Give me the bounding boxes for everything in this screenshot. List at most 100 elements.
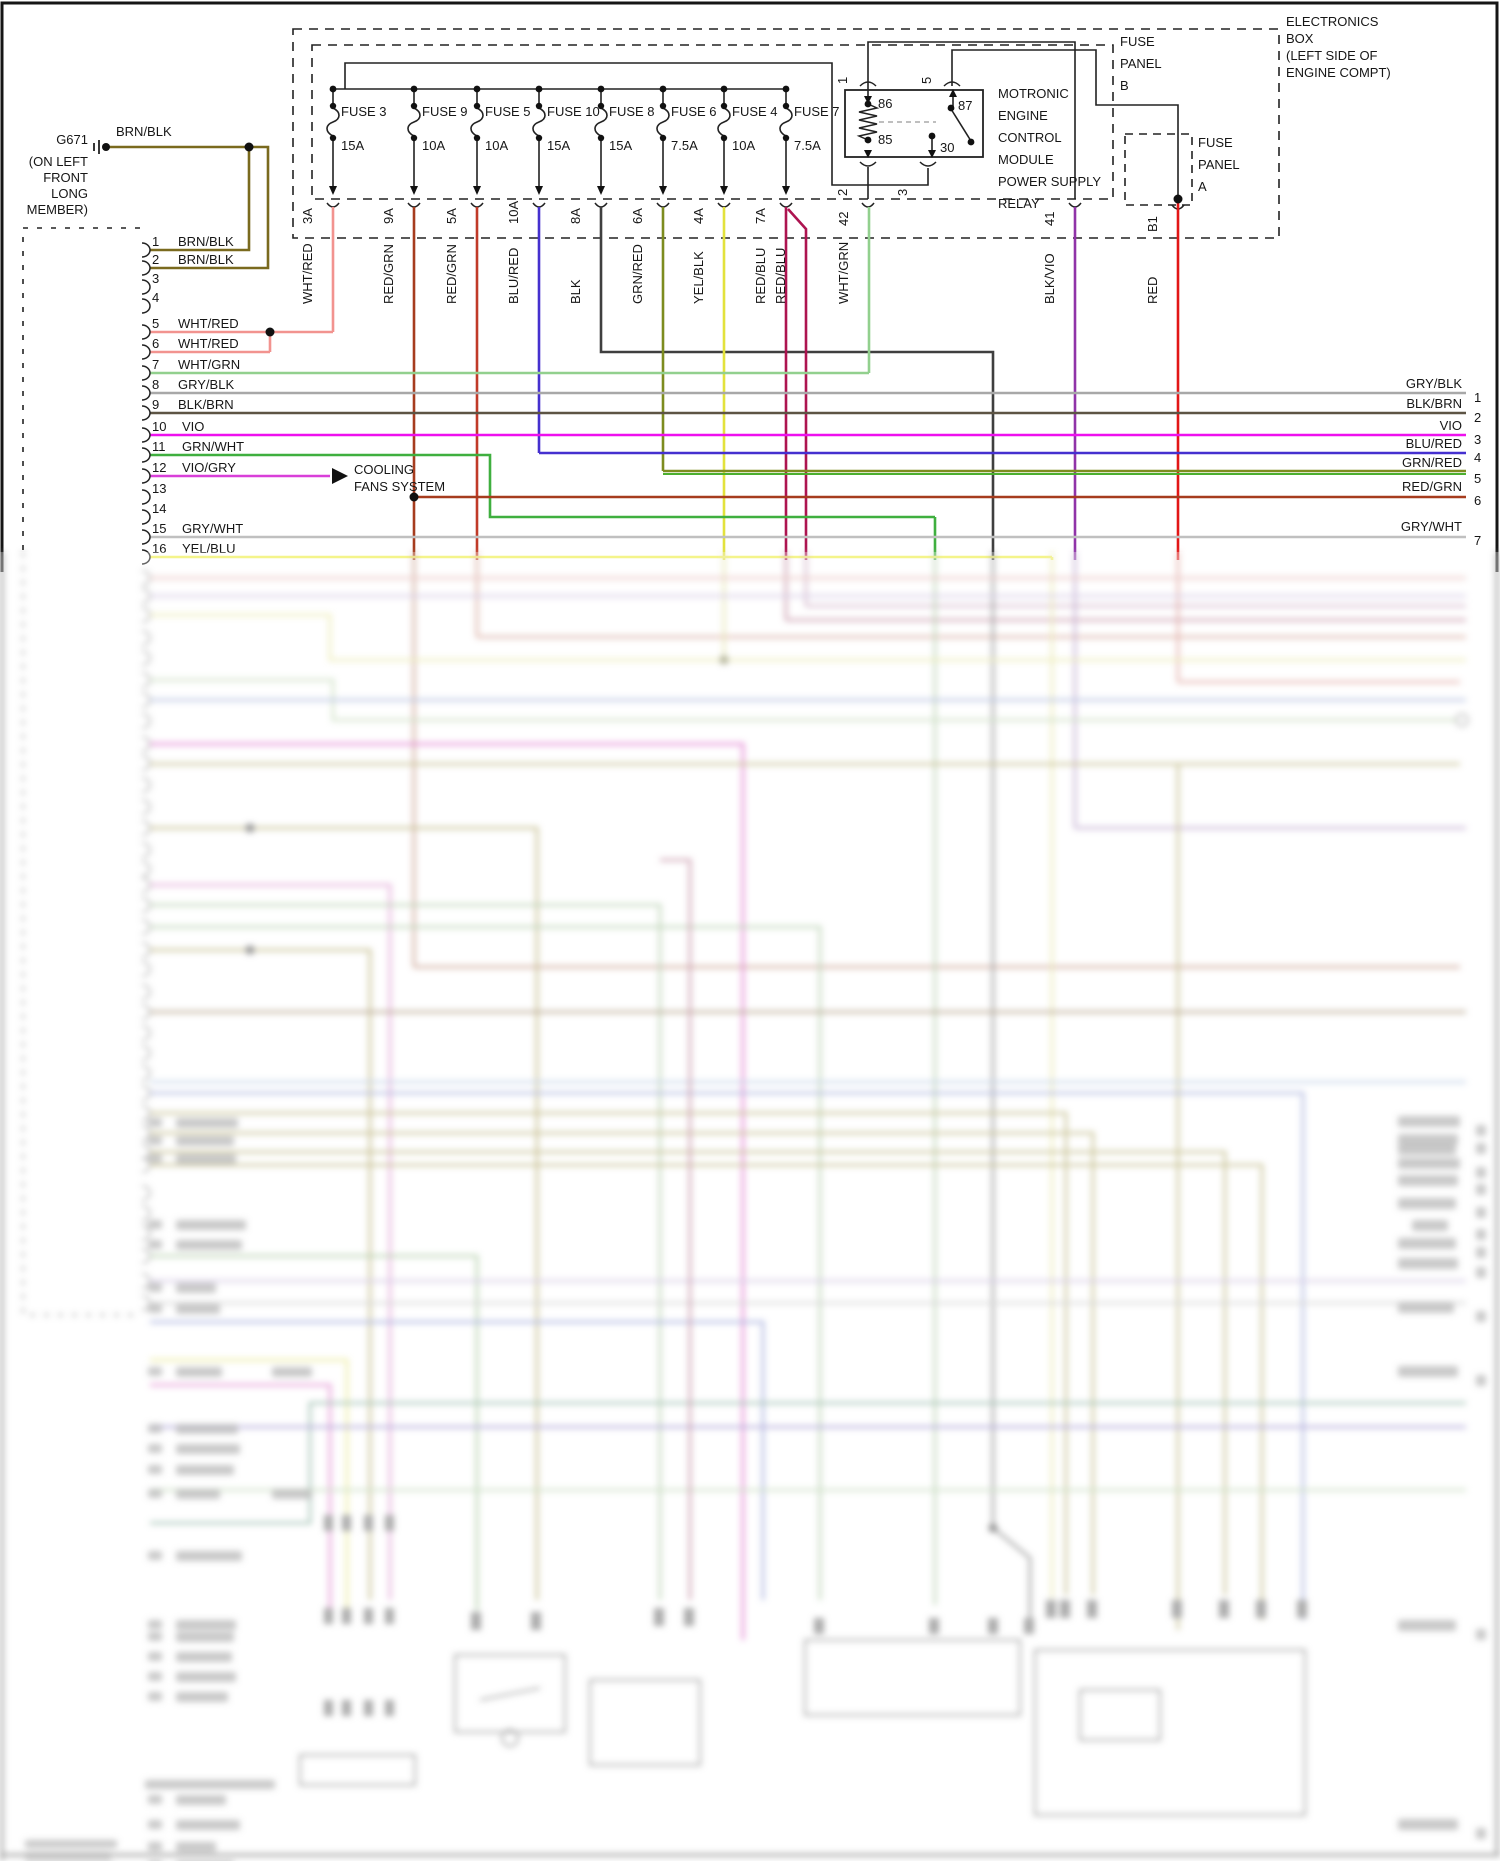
junction-dots [102, 85, 1183, 502]
fuse9-name: FUSE 9 [422, 104, 468, 119]
fuse-panel-b-label-1: FUSE [1120, 34, 1155, 49]
out-5a: 5A [444, 208, 459, 224]
ground-wire-label: BRN/BLK [116, 124, 172, 139]
black-routing [333, 41, 1179, 199]
pin-14-num: 14 [152, 501, 167, 516]
fuse8-amps: 15A [609, 138, 633, 153]
out-10a: 10A [506, 200, 521, 224]
pin-12-num: 12 [152, 460, 167, 475]
relay-term-3: 3 [895, 188, 910, 196]
electronics-box-label-2: BOX [1286, 31, 1314, 46]
row-5-num: 5 [1474, 471, 1482, 486]
page-border [0, 1, 1499, 572]
fuse6-amps: 7.5A [671, 138, 698, 153]
fuse-panel-b-label-2: PANEL [1120, 56, 1162, 71]
ground-id: G671 [56, 132, 88, 147]
out-4a: 4A [691, 208, 706, 224]
left-connector-outline [22, 227, 140, 558]
out-7a: 7A [753, 208, 768, 224]
wire-red-blu-1: RED/BLU [753, 247, 768, 304]
fuse-panel-a-outline [1124, 133, 1193, 206]
row-2-wire: BLK/BRN [1406, 396, 1462, 411]
relay-term-1: 1 [835, 76, 850, 84]
fuse-panel-b-label-3: B [1120, 78, 1129, 93]
wire-blk-vio: BLK/VIO [1042, 253, 1057, 304]
ground-icon [93, 140, 100, 154]
panel-output-brackets [326, 81, 1185, 210]
row-5-wire: GRN/RED [1402, 455, 1462, 470]
wire-blu-red: BLU/RED [506, 247, 521, 304]
relay-pin-87: 87 [958, 98, 973, 113]
fuse8-name: FUSE 8 [609, 104, 655, 119]
row-7-wire: GRY/WHT [1400, 519, 1462, 534]
ground-loc-4: MEMBER) [26, 202, 88, 217]
pin-8-num: 8 [152, 377, 160, 392]
relay-term-5: 5 [919, 76, 934, 84]
electronics-box-label-4: ENGINE COMPT) [1286, 65, 1391, 80]
fuse5-amps: 10A [485, 138, 509, 153]
relay-outline [844, 89, 984, 158]
pin-brackets [141, 242, 151, 565]
pin-15-wire: GRY/WHT [182, 521, 244, 536]
fuse6-name: FUSE 6 [671, 104, 717, 119]
row-6-num: 6 [1474, 493, 1482, 508]
ground-loc-2: FRONT [43, 170, 88, 185]
electronics-box-label-3: (LEFT SIDE OF [1286, 48, 1378, 63]
out-8a: 8A [568, 208, 583, 224]
relay-pin-85: 85 [878, 132, 893, 147]
out-3a: 3A [300, 208, 315, 224]
pin-1-num: 1 [152, 234, 160, 249]
relay-name-3: CONTROL [998, 130, 1062, 145]
pin-10-wire: VIO [182, 419, 205, 434]
relay-coil [856, 103, 880, 141]
wire-red-grn-9: RED/GRN [381, 244, 396, 304]
pin-16-wire: YEL/BLU [182, 541, 236, 556]
pin-5-wire: WHT/RED [178, 316, 239, 331]
pin-7-wire: WHT/GRN [178, 357, 241, 372]
pin-9-wire: BLK/BRN [178, 397, 234, 412]
fuse4-amps: 10A [732, 138, 756, 153]
circuit-linework-blurred [0, 552, 1500, 1861]
wire-wht-red: WHT/RED [300, 243, 315, 304]
fuse10-name: FUSE 10 [547, 104, 600, 119]
row-7-num: 7 [1474, 533, 1482, 548]
fuse3-amps: 15A [341, 138, 365, 153]
relay-pin-86: 86 [878, 96, 893, 111]
out-9a: 9A [381, 208, 396, 224]
fuse10-amps: 15A [547, 138, 571, 153]
row-3-wire: VIO [1439, 418, 1462, 433]
wire-red: RED [1145, 276, 1160, 304]
wire-grn-red: GRN/RED [630, 244, 645, 304]
fuse3-name: FUSE 3 [341, 104, 387, 119]
pin-8-wire: GRY/BLK [178, 377, 235, 392]
fuse-panel-a-label-1: FUSE [1198, 135, 1233, 150]
cooling-fans-label-1: COOLING [354, 462, 414, 477]
fuse-arrowheads [329, 186, 790, 195]
pin-6-wire: WHT/RED [178, 336, 239, 351]
pin-12-wire: VIO/GRY [182, 460, 236, 475]
pin-2-wire: BRN/BLK [178, 252, 234, 267]
circuit-linework-top [0, 1, 1499, 572]
pin-11-wire: GRN/WHT [182, 439, 245, 454]
wire-yel-blk: YEL/BLK [691, 251, 706, 304]
row-1-wire: GRY/BLK [1405, 376, 1462, 391]
relay-name-2: ENGINE [998, 108, 1048, 123]
relay-name-6: RELAY [998, 196, 1040, 211]
relay-name-1: MOTRONIC [998, 86, 1069, 101]
pin-3-num: 3 [152, 271, 160, 286]
relay-pin-30: 30 [940, 140, 955, 155]
out-6a: 6A [630, 208, 645, 224]
pin-4-num: 4 [152, 290, 160, 305]
ground-loc-3: LONG [51, 186, 88, 201]
pin-6-num: 6 [152, 336, 160, 351]
electronics-box-label-1: ELECTRONICS [1286, 14, 1379, 29]
row-1-num: 1 [1474, 390, 1482, 405]
row-2-num: 2 [1474, 410, 1482, 425]
relay-name-4: MODULE [998, 152, 1054, 167]
fuse-symbols [326, 89, 793, 186]
pin-10-num: 10 [152, 419, 167, 434]
pin-13-num: 13 [152, 481, 167, 496]
pin-11-num: 11 [152, 439, 166, 454]
fuse-panel-a-label-2: PANEL [1198, 157, 1240, 172]
